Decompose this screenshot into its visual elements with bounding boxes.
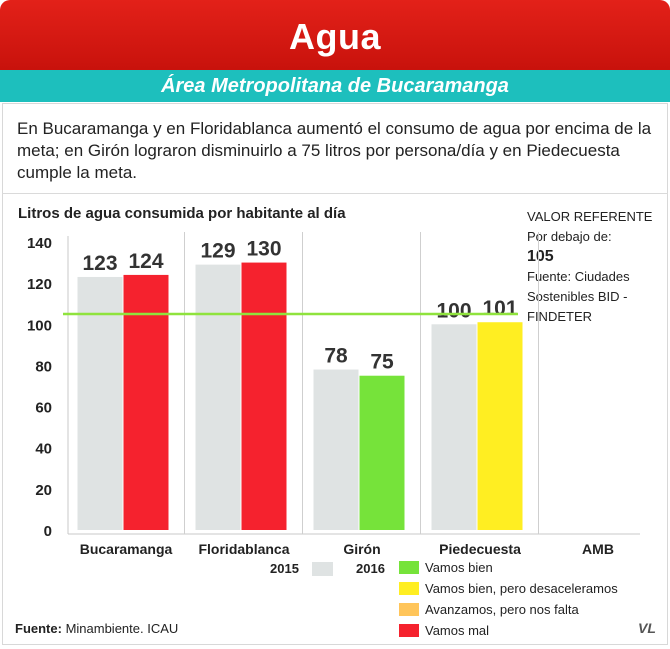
page-title: Agua — [289, 16, 381, 57]
data-label: 129 — [200, 240, 235, 263]
reference-value: 105 — [527, 248, 554, 265]
data-label: 78 — [324, 345, 348, 368]
bar-2015 — [313, 369, 359, 530]
source-text: Minambiente. ICAU — [61, 621, 179, 636]
brand-logo: VL — [638, 620, 656, 636]
legend-swatch-yellow — [399, 582, 419, 595]
data-label: 130 — [246, 238, 281, 261]
bar-2016 — [477, 322, 523, 530]
bar-2015 — [77, 276, 123, 530]
legend-item-vamos-bien: Vamos bien — [399, 560, 493, 575]
category-label: Piedecuesta — [439, 541, 521, 557]
chart-title: Litros de agua consumida por habitante a… — [18, 205, 346, 222]
y-tick-label: 80 — [35, 358, 52, 375]
y-tick-label: 60 — [35, 400, 52, 417]
data-label: 100 — [436, 299, 471, 322]
bar-2016 — [123, 274, 169, 530]
bar-2016 — [359, 375, 405, 530]
intro-text: En Bucaramanga y en Floridablanca aument… — [17, 119, 652, 182]
reference-source-2: Sostenibles BID - — [527, 289, 628, 304]
data-label: 124 — [128, 250, 163, 273]
reference-heading: VALOR REFERENTE — [527, 209, 653, 224]
legend-item-vamos-mal: Vamos mal — [399, 623, 489, 638]
source-note: Fuente: Minambiente. ICAU — [15, 621, 178, 636]
y-tick-label: 100 — [27, 317, 52, 334]
source-label: Fuente: — [15, 621, 62, 636]
legend-item-desaceleramos: Vamos bien, pero desaceleramos — [399, 581, 618, 596]
category-label: AMB — [582, 541, 614, 557]
bar-2015 — [195, 264, 241, 530]
legend-swatch-green — [399, 561, 419, 574]
subheader-bar: Área Metropolitana de Bucaramanga — [0, 70, 670, 102]
data-label: 101 — [482, 297, 517, 320]
legend-year-2015: 2015 — [270, 561, 299, 576]
reference-source-1: Fuente: Ciudades — [527, 269, 630, 284]
data-label: 123 — [82, 252, 117, 275]
bar-2016 — [241, 262, 287, 530]
reference-below-label: Por debajo de: — [527, 229, 612, 244]
y-tick-label: 20 — [35, 482, 52, 499]
y-tick-label: 40 — [35, 441, 52, 458]
reference-source-3: FINDETER — [527, 309, 592, 324]
bar-2015 — [431, 324, 477, 530]
reference-note: VALOR REFERENTE Por debajo de: 105 Fuent… — [527, 207, 652, 327]
legend-year-2016: 2016 — [356, 561, 385, 576]
y-tick-label: 0 — [44, 523, 52, 540]
legend-item-avanzamos: Avanzamos, pero nos falta — [399, 602, 579, 617]
category-label: Bucaramanga — [80, 541, 173, 557]
legend-swatch-orange — [399, 603, 419, 616]
legend-swatch-red — [399, 624, 419, 637]
divider — [2, 193, 668, 194]
legend-swatch-2015 — [312, 562, 333, 576]
category-label: Floridablanca — [198, 541, 289, 557]
page-subtitle: Área Metropolitana de Bucaramanga — [161, 75, 509, 97]
y-tick-label: 140 — [27, 235, 52, 252]
data-label: 75 — [370, 351, 394, 374]
header-bar: Agua — [0, 0, 670, 70]
y-tick-label: 120 — [27, 276, 52, 293]
category-label: Girón — [343, 541, 380, 557]
